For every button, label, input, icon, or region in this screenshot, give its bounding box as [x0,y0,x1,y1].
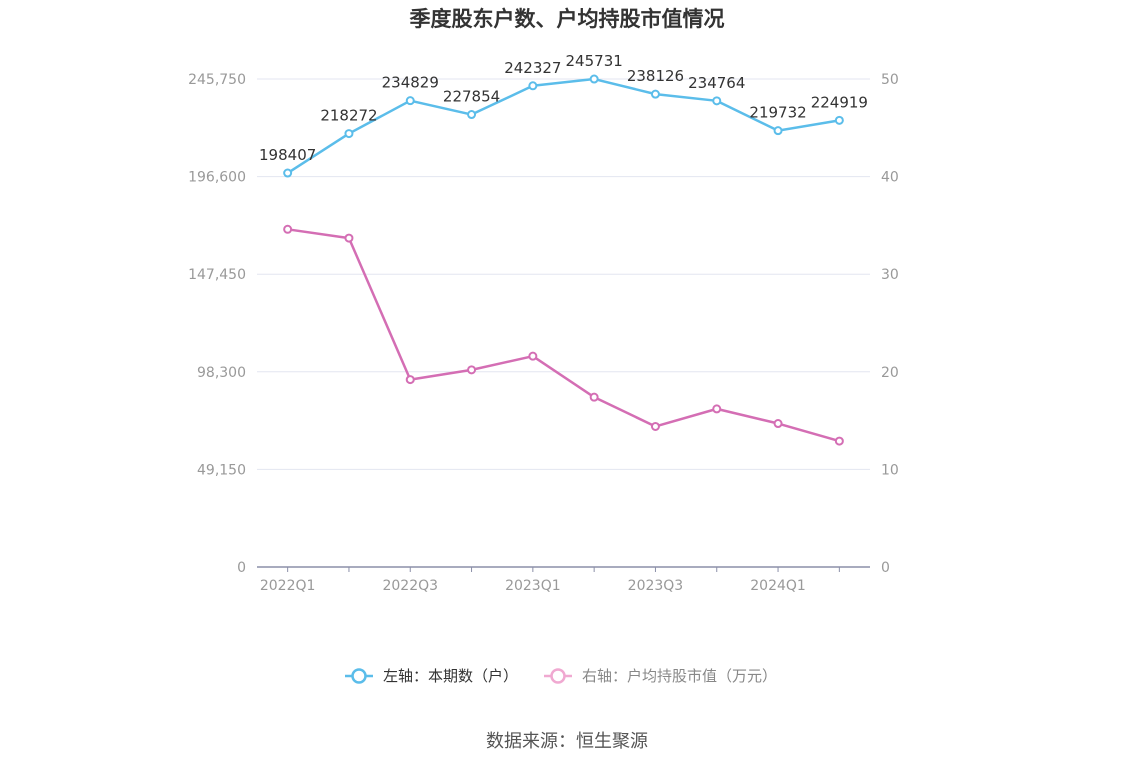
data-label: 234764 [688,74,745,92]
data-point-left [834,115,844,125]
x-axis-tick-label: 2022Q1 [260,578,316,594]
data-point-left [528,81,538,91]
data-point-right [344,233,354,243]
data-point-left [650,89,660,99]
legend-right-label: 右轴：户均持股市值（万元） [582,667,777,685]
grid-lines [257,78,870,470]
right-axis-tick-label: 30 [881,267,899,283]
axes: 0 0 49,150 10 98,300 20 147,450 30 196,600 40 245,… [188,72,899,594]
data-point-right [467,365,477,375]
data-point-left [344,129,354,139]
legend-item-left[interactable]: 左轴：本期数（户） [345,667,518,685]
legend-item-right[interactable]: 右轴：户均持股市值（万元） [544,667,777,685]
data-point-left [589,74,599,84]
data-label: 218272 [320,107,377,125]
right-axis-tick-label: 10 [881,462,899,478]
data-label: 234829 [382,74,439,92]
right-axis-tick-label: 40 [881,170,899,186]
right-axis-tick-label: 0 [881,560,890,576]
data-label: 227854 [443,88,500,106]
data-point-left [712,96,722,106]
left-axis-tick-label: 0 [237,560,246,576]
series-line-left [286,77,840,175]
left-axis-tick-label: 196,600 [188,170,246,186]
data-label: 219732 [749,104,806,122]
data-point-right [528,351,538,361]
data-point-right [650,421,660,431]
data-point-left [283,168,293,178]
legend: 左轴：本期数（户） 右轴：户均持股市值（万元） [345,667,777,685]
data-point-right [405,375,415,385]
left-axis-tick-label: 245,750 [188,72,246,88]
data-label: 198407 [259,146,316,164]
series-line-right [287,228,840,443]
left-axis-tick-label: 49,150 [197,462,246,478]
data-point-right [589,392,599,402]
x-axis-tick-label: 2023Q3 [628,578,684,594]
x-axis-tick-label: 2022Q3 [382,578,438,594]
data-label: 242327 [504,59,561,77]
data-point-left [773,126,783,136]
data-point-right [283,224,293,234]
chart-title: 季度股东户数、户均持股市值情况 [410,7,725,31]
data-point-left [405,96,415,106]
legend-left-label: 左轴：本期数（户） [383,667,518,685]
right-axis-tick-label: 50 [881,72,899,88]
data-label: 245731 [566,52,623,70]
data-label: 224919 [811,93,868,111]
x-axis-tick-label: 2024Q1 [750,578,806,594]
data-source: 数据来源：恒生聚源 [486,731,648,752]
right-axis-tick-label: 20 [881,365,899,381]
data-point-left [467,110,477,120]
data-point-right [834,436,844,446]
x-axis-tick-label: 2023Q1 [505,578,561,594]
data-label: 238126 [627,67,684,85]
data-point-right [773,419,783,429]
data-point-right [712,404,722,414]
left-axis-tick-label: 98,300 [197,365,246,381]
left-axis-tick-label: 147,450 [188,267,246,283]
legend-left-marker [351,668,367,684]
legend-right-marker [550,668,566,684]
